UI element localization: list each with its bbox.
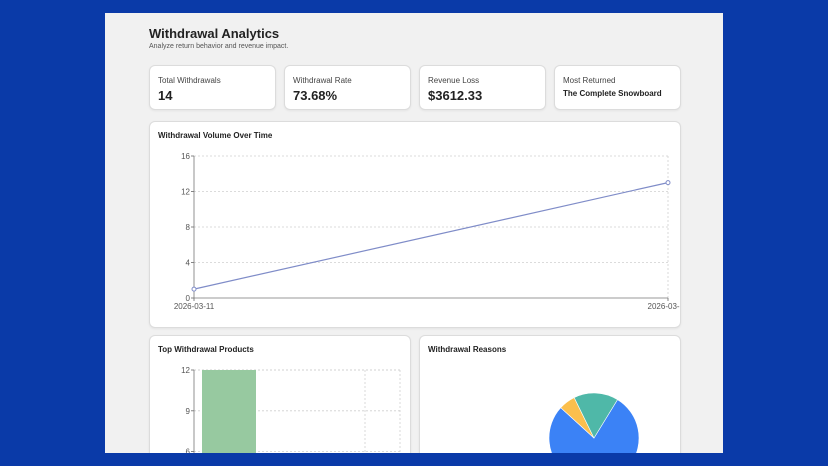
- stat-value: The Complete Snowboard: [563, 89, 662, 98]
- stat-value: 14: [158, 88, 173, 103]
- y-tick-label: 6: [186, 448, 191, 453]
- pie-chart-card: Withdrawal Reasons: [419, 335, 681, 453]
- y-tick-label: 12: [181, 188, 190, 197]
- data-point: [665, 180, 671, 186]
- y-tick-label: 0: [186, 294, 191, 303]
- series-line: [193, 182, 669, 290]
- line-chart-card: Withdrawal Volume Over Time 0 4 8 12 16 2026-…: [149, 121, 681, 328]
- stat-label: Revenue Loss: [428, 76, 480, 85]
- bar: [202, 370, 256, 453]
- bar-chart-card: Top Withdrawal Products 6 9 12: [149, 335, 411, 453]
- analytics-page: Withdrawal Analytics Analyze return beha…: [105, 13, 723, 453]
- y-tick-label: 4: [186, 259, 191, 268]
- stat-label: Most Returned: [563, 76, 616, 85]
- pie-slice: [573, 392, 618, 439]
- stat-label: Withdrawal Rate: [293, 76, 352, 85]
- stat-card-withdrawal-rate: Withdrawal Rate 73.68%: [284, 65, 411, 110]
- x-tick-label: 2026-03-16: [648, 302, 680, 311]
- line-chart: 0 4 8 12 16 2026-03-11 2026-03-16: [174, 152, 680, 311]
- stat-card-most-returned: Most Returned The Complete Snowboard: [554, 65, 681, 110]
- data-point: [191, 286, 197, 292]
- page-subtitle: Analyze return behavior and revenue impa…: [149, 43, 289, 50]
- y-tick-label: 8: [186, 223, 191, 232]
- pie-chart-title: Withdrawal Reasons: [428, 345, 507, 354]
- x-tick-label: 2026-03-11: [174, 302, 215, 311]
- pie-slice: [548, 399, 640, 453]
- stat-value: 73.68%: [293, 88, 338, 103]
- stat-value: $3612.33: [428, 88, 483, 103]
- bar-chart: 6 9 12: [181, 366, 401, 453]
- y-tick-label: 9: [186, 407, 191, 416]
- y-tick-label: 16: [181, 152, 190, 161]
- stat-card-revenue-loss: Revenue Loss $3612.33: [419, 65, 546, 110]
- pie-chart: [548, 392, 640, 453]
- bar-chart-title: Top Withdrawal Products: [158, 345, 254, 354]
- stat-label: Total Withdrawals: [158, 76, 221, 85]
- y-tick-label: 12: [181, 366, 190, 375]
- stat-card-total-withdrawals: Total Withdrawals 14: [149, 65, 276, 110]
- line-chart-title: Withdrawal Volume Over Time: [158, 131, 273, 140]
- page-title: Withdrawal Analytics: [149, 26, 280, 41]
